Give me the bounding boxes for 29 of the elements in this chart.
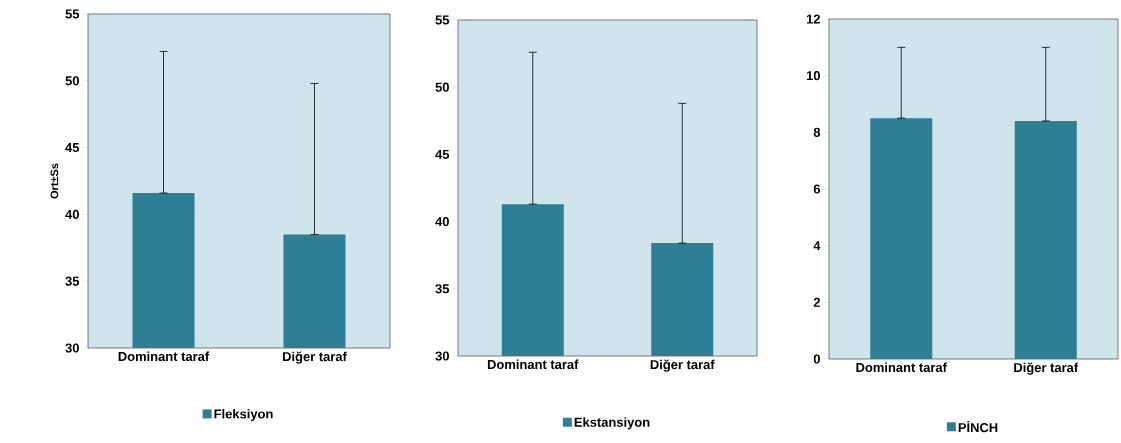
y-tick-label: 45 [65, 143, 80, 153]
x-tick-label: Diğer taraf [1014, 362, 1079, 375]
y-tick-label: 45 [435, 149, 450, 159]
legend-label: PİNCH [958, 420, 998, 433]
y-tick-label: 55 [65, 9, 80, 19]
legend-label: Ekstansiyon [574, 417, 650, 430]
y-tick-label: 40 [435, 217, 449, 227]
y-tick-label: 8 [813, 127, 821, 137]
y-tick-label: 12 [806, 14, 820, 24]
y-tick-label: 50 [65, 76, 79, 86]
y-tick-label: 0 [813, 354, 820, 364]
y-tick-label: 30 [65, 343, 79, 353]
y-tick-label: 4 [813, 241, 821, 251]
legend-label: Fleksiyon [214, 408, 273, 422]
x-tick-label: Dominant taraf [487, 359, 579, 370]
x-tick-label: Dominant taraf [118, 351, 210, 362]
y-tick-label: 6 [813, 184, 821, 194]
y-tick-label: 2 [813, 297, 820, 307]
y-axis-title: Ort±Ss [50, 163, 59, 199]
y-tick-label: 10 [806, 71, 820, 81]
y-tick-label: 40 [65, 209, 79, 219]
y-tick-label: 35 [65, 276, 80, 286]
y-tick-label: 30 [435, 351, 449, 361]
x-tick-label: Diğer taraf [650, 359, 715, 372]
y-tick-label: 35 [435, 284, 450, 294]
x-tick-label: Diğer taraf [282, 351, 347, 364]
y-tick-label: 55 [435, 15, 450, 25]
y-tick-label: 50 [435, 82, 449, 92]
x-tick-label: Dominant taraf [856, 362, 947, 373]
